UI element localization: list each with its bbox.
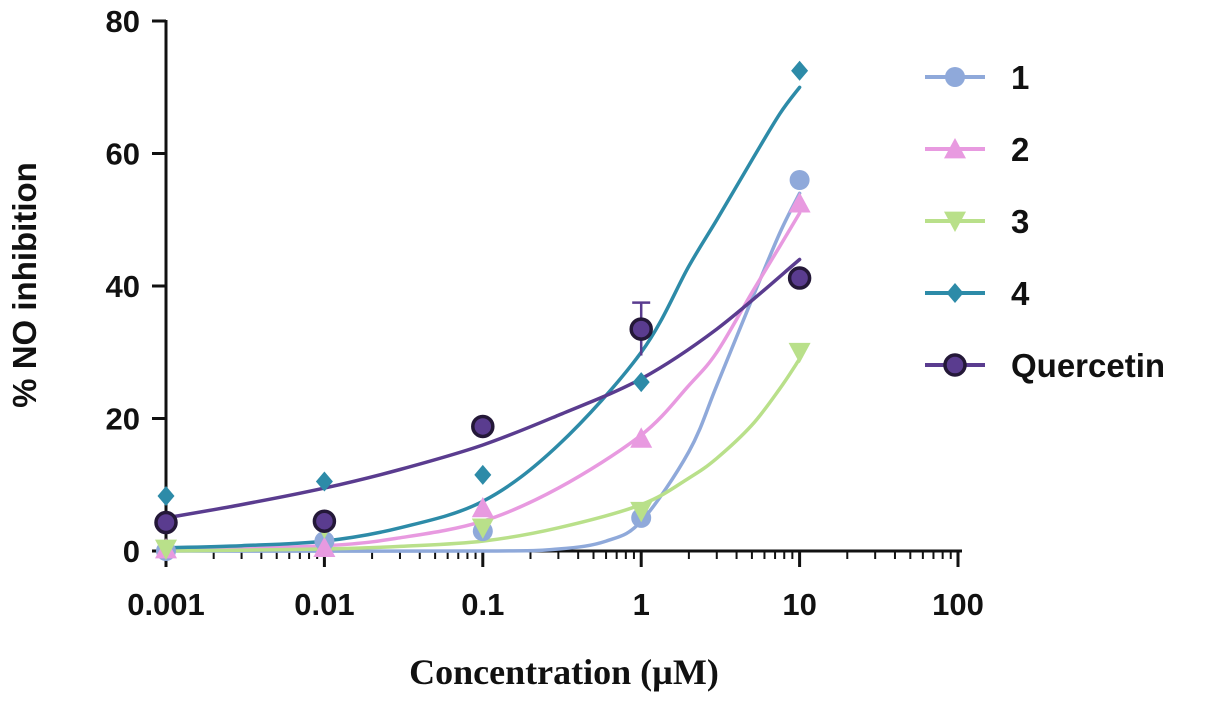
x-tick-label: 0.01 [294,587,354,622]
y-tick-label: 80 [106,4,140,39]
y-tick-label: 0 [123,534,140,569]
y-axis-label: % NO inhibition [6,162,43,408]
data-point-4 [157,486,175,507]
x-tick-label: 1 [633,587,650,622]
fit-curve-2 [164,211,802,553]
data-point-4 [791,60,809,81]
data-point-3 [155,539,177,561]
fit-curve-quercetin [164,257,802,520]
legend-marker [944,138,966,159]
x-ticks: 0.001 0.01 0.1 1 10 100 [127,551,984,622]
data-point-2 [630,427,653,448]
x-axis-label: Concentration (µM) [409,652,719,692]
data-point-3 [630,501,653,523]
legend-label: 3 [1011,203,1029,240]
legend-label: 2 [1011,131,1029,168]
data-point-2 [471,496,494,518]
data-point-3 [471,518,494,539]
data-point-quercetin [471,414,495,439]
legend-label: 4 [1011,275,1030,312]
data-point-quercetin [154,510,178,535]
y-tick-label: 60 [106,137,140,172]
legend-label: 1 [1011,59,1029,96]
data-point-2 [788,192,811,213]
data-points [154,60,812,561]
axes [164,20,962,553]
y-ticks: 0 20 40 60 80 [106,4,166,569]
data-point-1 [789,170,810,190]
x-tick-label: 0.001 [127,587,205,622]
data-point-quercetin [312,509,337,533]
legend: 1 2 3 4 Quercetin [925,59,1165,384]
legend-marker [944,211,966,232]
data-point-4 [474,464,492,485]
x-tick-label: 100 [932,587,984,622]
y-tick-label: 40 [106,269,140,304]
data-point-quercetin [629,317,653,341]
x-tick-label: 0.1 [461,587,504,622]
legend-marker [946,283,964,303]
legend-label: Quercetin [1011,347,1165,384]
data-point-2 [313,536,336,558]
x-tick-label: 10 [782,587,816,622]
fit-curve-3 [164,357,802,553]
legend-marker [945,67,965,87]
data-point-quercetin [787,266,812,290]
y-tick-label: 20 [106,402,140,437]
legend-marker [943,353,967,377]
data-point-3 [788,342,811,364]
data-point-4 [632,372,650,393]
data-point-4 [315,471,333,492]
